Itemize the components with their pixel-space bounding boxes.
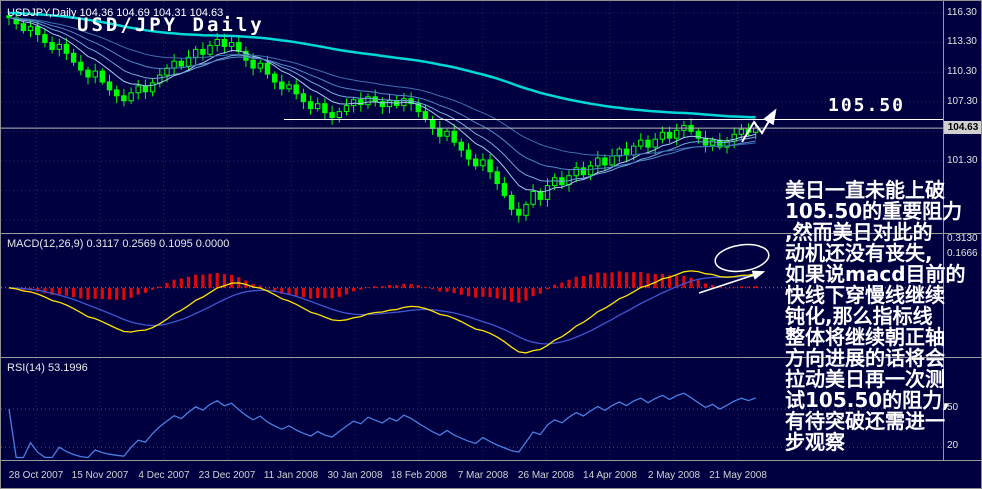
price-axis-label: 107.30 [947,96,978,107]
rsi-axis-label: 50 [947,402,959,413]
time-axis-label: 23 Dec 2007 [198,470,256,481]
rsi-indicator-label: RSI(14) 53.1996 [7,362,88,374]
price-axis-label: 110.30 [947,66,977,77]
analysis-note-line: 有待突破还需进一 [785,409,945,433]
analysis-note-line: ,然而美日对此的 [785,220,933,244]
analysis-note-line: 方向进展的话将会 [785,346,945,370]
analysis-note-line: 美日一直未能上破 [785,178,945,202]
time-axis-label: 30 Jan 2008 [327,470,383,481]
price-axis-label: 116.30 [947,7,977,18]
time-axis-label: 14 Apr 2008 [583,470,637,481]
time-axis-label: 15 Nov 2007 [71,470,129,481]
analysis-note-line: 105.50的重要阻力 [785,199,963,223]
analysis-note-line: 试105.50的阻力, [785,388,950,412]
macd-axis-label: 0.1666 [947,248,978,259]
rsi-chart-canvas[interactable] [1,358,943,460]
price-axis-label: 101.30 [947,155,978,166]
analysis-note-line: 整体将继续朝正轴 [785,325,945,349]
analysis-note-line: 如果说macd目前的 [785,262,966,286]
chart-title: USD/JPY Daily [77,14,265,36]
time-axis-label: 11 Jan 2008 [263,470,319,481]
macd-rsi-panel-separator[interactable] [1,357,981,358]
rsi-axis-label: 20 [947,440,959,451]
analysis-note-line: 动机还没有丧失, [785,241,933,265]
time-axis-label: 4 Dec 2007 [138,470,190,481]
analysis-note-line: 步观察 [785,430,845,454]
analysis-note-line: 拉动美日再一次测 [785,367,945,391]
time-axis-label: 21 May 2008 [709,470,767,481]
price-axis-separator [943,1,944,460]
analysis-note: 美日一直未能上破 105.50的重要阻力 ,然而美日对此的 动机还没有丧失, 如果说ma… [785,178,981,454]
time-axis-label: 28 Oct 2007 [8,470,64,481]
time-axis-label: 7 Mar 2008 [457,470,509,481]
time-axis-label: 18 Feb 2008 [390,470,448,481]
analysis-note-line: 钝化,那么指标线 [785,304,933,328]
symbol-ohlc-readout: USDJPY,Daily 104.36 104.69 104.31 104.63 [7,7,224,19]
time-axis-label: 2 May 2008 [647,470,701,481]
analysis-note-line: 快线下穿慢线继续 [785,283,945,307]
price-macd-panel-separator[interactable] [1,233,981,234]
price-axis-label: 113.30 [947,36,977,47]
macd-indicator-label: MACD(12,26,9) 0.3117 0.2569 0.1095 0.000… [7,238,230,250]
price-chart-canvas[interactable] [1,1,943,233]
macd-chart-canvas[interactable] [1,234,943,357]
time-axis-label: 26 Mar 2008 [517,470,575,481]
time-axis-separator [1,460,981,461]
resistance-price-label: 105.50 [828,95,906,116]
macd-axis-label: 0.3130 [947,233,978,244]
current-price-tag: 104.63 [944,121,981,134]
